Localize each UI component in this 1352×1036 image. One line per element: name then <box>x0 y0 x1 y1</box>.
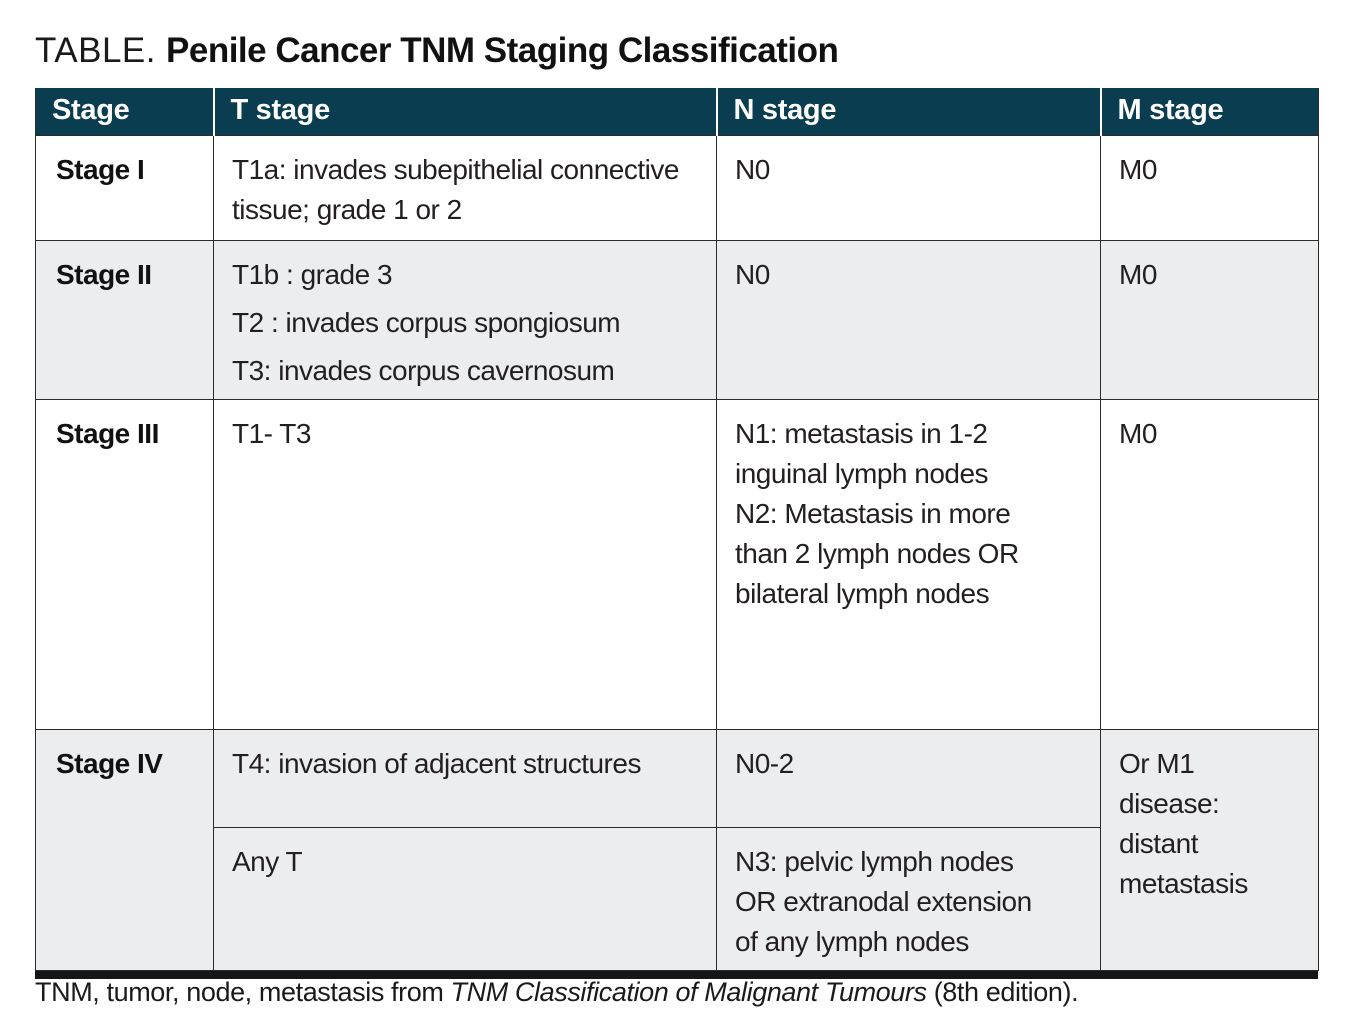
stage-iv-m-cell: Or M1 disease: distant metastasis <box>1100 728 1319 971</box>
stage-iii-label: Stage III <box>35 398 214 730</box>
table-title-text: Penile Cancer TNM Staging Classification <box>166 31 839 70</box>
stage-iv-t-cell-2: Any T <box>213 826 717 971</box>
stage-iv-n-cell-2: N3: pelvic lymph nodes OR extranodal ext… <box>716 826 1101 971</box>
n-stage-text: N2: Metastasis in more than 2 lymph node… <box>735 497 1019 609</box>
stage-iii-t-cell: T1- T3 <box>213 398 717 730</box>
stage-ii-n-cell: N0 <box>716 239 1101 400</box>
stage-iv-n-cell-1: N0-2 <box>716 728 1101 828</box>
column-header-m-stage: M stage <box>1100 88 1319 135</box>
footnote-edition: (8th edition). <box>926 977 1079 1007</box>
column-header-stage: Stage <box>35 88 215 135</box>
stage-i-n-cell: N0 <box>716 134 1101 241</box>
t-stage-text: T1a: invades subepithelial connective ti… <box>232 153 679 225</box>
n-stage-text: N3: pelvic lymph nodes OR extranodal ext… <box>735 845 1032 957</box>
stage-i-t-cell: T1a: invades subepithelial connective ti… <box>213 134 717 241</box>
table-row-stage-iv-a: Stage IV T4: invasion of adjacent struct… <box>35 728 1319 971</box>
stage-i-label: Stage I <box>35 134 214 241</box>
stage-i-m-cell: M0 <box>1100 134 1319 241</box>
table-footnote: TNM, tumor, node, metastasis from TNM Cl… <box>35 975 1079 1009</box>
table-label: TABLE. <box>35 31 157 70</box>
n-stage-text: N0 <box>735 258 770 290</box>
n-stage-text: N1: metastasis in 1-2 inguinal lymph nod… <box>735 417 989 489</box>
tnm-staging-table: Stage T stage N stage M stage Stage I T1… <box>35 88 1319 979</box>
stage-ii-m-cell: M0 <box>1100 239 1319 400</box>
table-row-stage-ii: Stage II T1b : grade 3 T2 : invades corp… <box>35 239 1319 400</box>
t-stage-text: Any T <box>232 845 303 877</box>
t-stage-text: T4: invasion of adjacent structures <box>232 747 641 779</box>
n-stage-text: N0-2 <box>735 747 794 779</box>
table-row-stage-iv-b: Any T N3: pelvic lymph nodes OR extranod… <box>36 826 1319 971</box>
stage-iii-n-cell: N1: metastasis in 1-2 inguinal lymph nod… <box>716 398 1101 730</box>
column-header-t-stage: T stage <box>213 88 718 135</box>
table-row-stage-i: Stage I T1a: invades subepithelial conne… <box>35 134 1319 241</box>
t-stage-text: T2 : invades corpus spongiosum <box>232 306 621 338</box>
footnote-text: TNM, tumor, node, metastasis from <box>35 977 451 1007</box>
footnote-source-title: TNM Classification of Malignant Tumours <box>450 977 927 1007</box>
table-row-stage-iii: Stage III T1- T3 N1: metastasis in 1-2 i… <box>35 398 1319 730</box>
stage-iv-t-cell-1: T4: invasion of adjacent structures <box>213 728 717 828</box>
t-stage-text: T1b : grade 3 <box>232 258 393 290</box>
stage-ii-t-cell: T1b : grade 3 T2 : invades corpus spongi… <box>213 239 717 400</box>
n-stage-text: N0 <box>735 153 770 185</box>
header-row: Stage T stage N stage M stage <box>35 88 1319 135</box>
column-header-n-stage: N stage <box>716 88 1102 135</box>
stage-iii-m-cell: M0 <box>1100 398 1319 730</box>
t-stage-text: T1- T3 <box>232 417 311 449</box>
table-title: TABLE. Penile Cancer TNM Staging Classifi… <box>35 30 839 72</box>
stage-iv-label: Stage IV <box>35 728 214 971</box>
staging-table: Stage T stage N stage M stage Stage I T1… <box>35 88 1319 971</box>
stage-ii-label: Stage II <box>35 239 214 400</box>
t-stage-text: T3: invades corpus cavernosum <box>232 354 615 386</box>
